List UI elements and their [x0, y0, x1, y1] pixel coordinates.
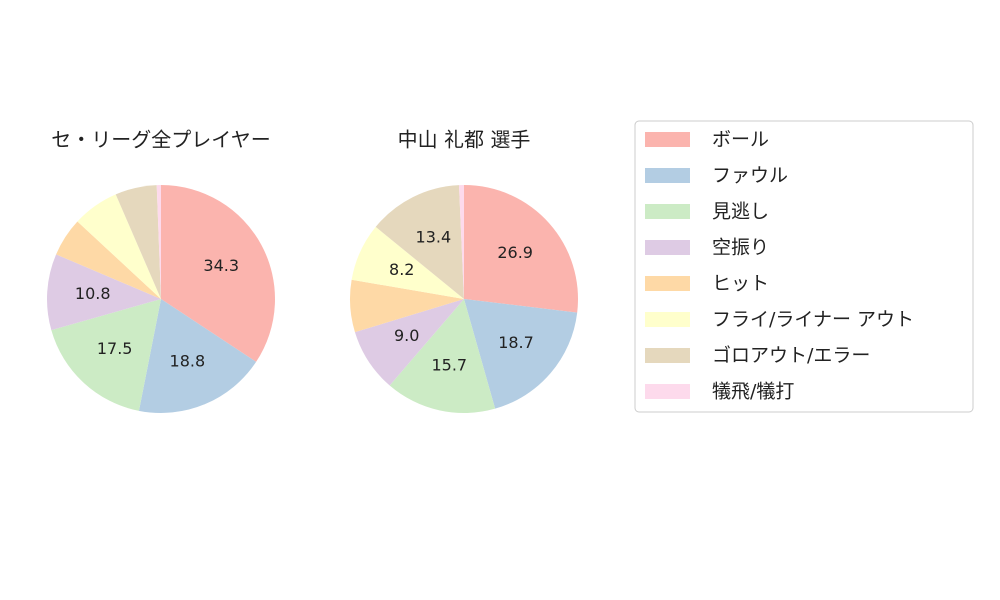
slice-label: 8.2: [389, 260, 414, 279]
pie-slice: [51, 299, 162, 411]
chart-title: セ・リーグ全プレイヤー: [51, 128, 270, 152]
chart-title: 中山 礼都 選手: [398, 128, 531, 152]
pie-slice: [351, 226, 464, 299]
pie-slice: [47, 254, 161, 331]
legend-label: ヒット: [712, 273, 769, 295]
pie-slice: [77, 194, 161, 299]
legend-label: ボール: [712, 129, 769, 151]
legend-label: 空振り: [712, 237, 769, 259]
pie-slice: [389, 299, 496, 413]
legend-swatch: [645, 312, 690, 327]
slice-label: 26.9: [497, 243, 533, 262]
slice-label: 34.3: [203, 256, 239, 275]
slice-label: 18.8: [170, 352, 206, 371]
legend-box: [634, 120, 974, 413]
legend-swatch: [645, 168, 690, 183]
legend-label: フライ/ライナー アウト: [712, 309, 914, 331]
pie-slice: [375, 185, 464, 299]
pie-slice: [464, 299, 578, 409]
pie-slice: [56, 221, 162, 299]
legend-label: ファウル: [712, 165, 788, 187]
pie-slice: [464, 185, 578, 313]
slice-label: 17.5: [97, 339, 133, 358]
pie-slice: [458, 185, 464, 299]
legend-swatch: [645, 204, 690, 219]
legend-swatch: [645, 384, 690, 399]
slice-label: 13.4: [416, 227, 452, 246]
slice-label: 9.0: [394, 326, 419, 345]
slice-label: 18.7: [498, 333, 534, 352]
pie-slice: [115, 185, 161, 299]
pie-slice: [156, 185, 161, 299]
legend-label: 見逃し: [712, 201, 769, 223]
legend-swatch: [645, 276, 690, 291]
pie-slice: [349, 279, 464, 333]
legend-label: ゴロアウト/エラー: [712, 345, 870, 367]
pie-slice: [138, 299, 257, 414]
legend-swatch: [645, 348, 690, 363]
slice-label: 10.8: [75, 284, 111, 303]
slice-label: 15.7: [431, 355, 467, 374]
legend-swatch: [645, 240, 690, 255]
pie-slice: [161, 185, 276, 362]
pie-slice: [354, 299, 464, 386]
legend-label: 犠飛/犠打: [712, 381, 794, 403]
legend-swatch: [645, 132, 690, 147]
